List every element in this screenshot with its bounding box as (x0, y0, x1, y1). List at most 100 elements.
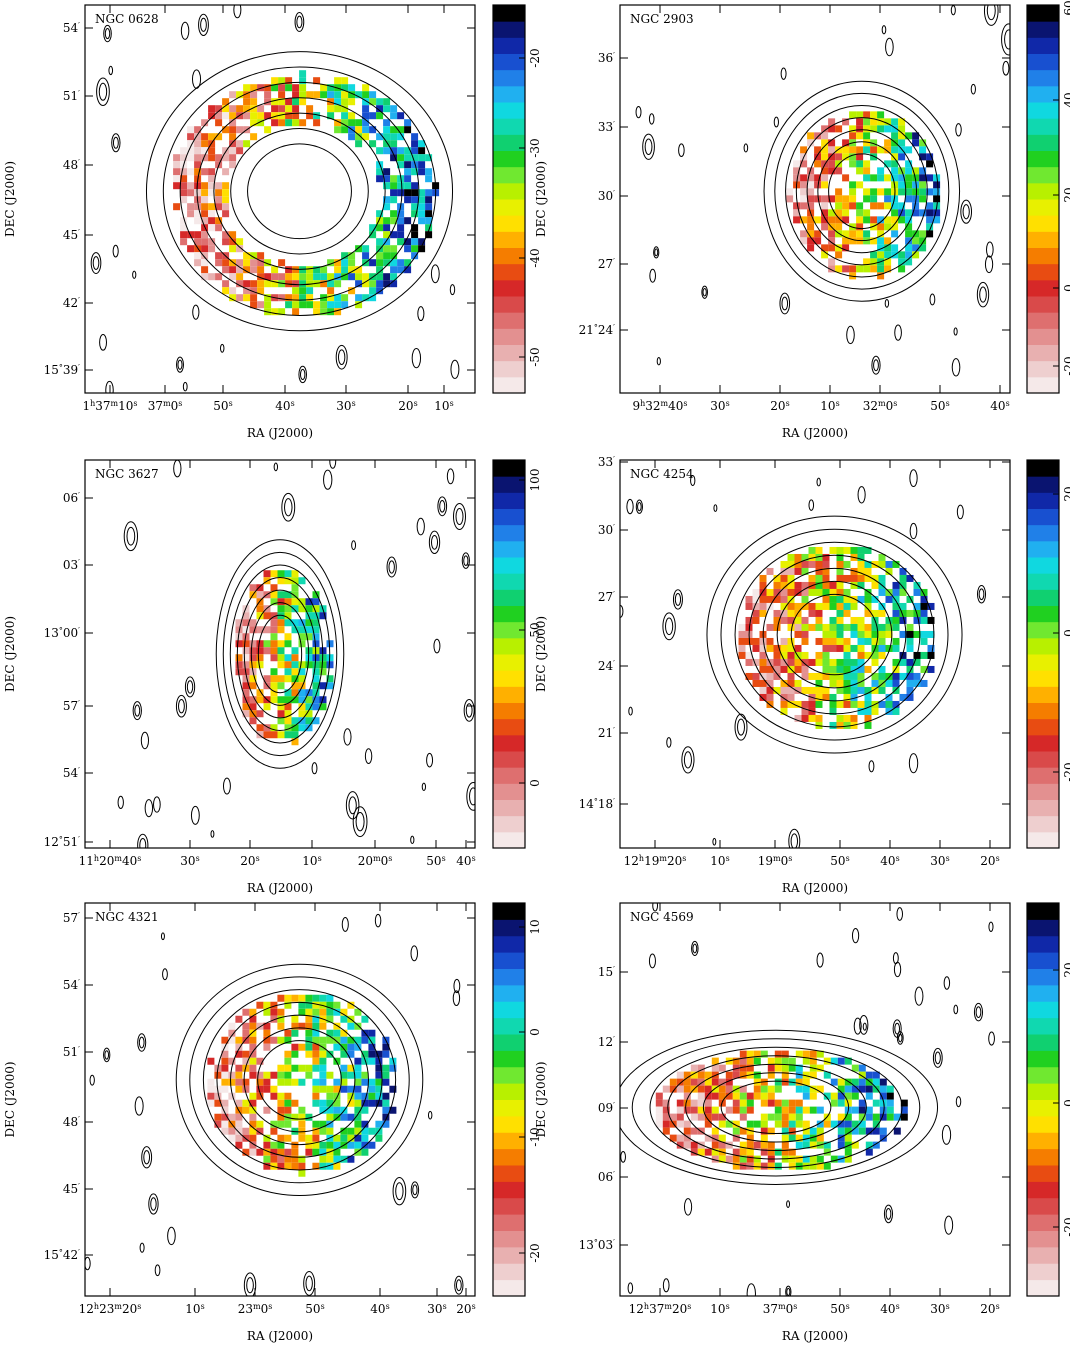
velocity-pixel (291, 689, 299, 697)
velocity-pixel (312, 1085, 320, 1093)
velocity-pixel (872, 1113, 880, 1121)
colorbar-segment (493, 1001, 525, 1019)
velocity-pixel (676, 1071, 684, 1079)
velocity-pixel (844, 1134, 852, 1142)
x-tick-label: 9h32m40s (632, 399, 687, 414)
velocity-pixel (235, 1120, 243, 1128)
velocity-pixel (814, 237, 822, 245)
y-tick-label: 33′ (598, 120, 615, 135)
velocity-pixel (263, 1148, 271, 1156)
velocity-pixel (863, 195, 871, 203)
point-source-contour (143, 1150, 151, 1165)
contour (229, 564, 331, 744)
velocity-pixel (892, 581, 900, 589)
point-source-contour (678, 143, 685, 158)
velocity-pixel (877, 223, 885, 231)
velocity-pixel (270, 640, 278, 648)
velocity-pixel (870, 118, 878, 126)
velocity-pixel (752, 658, 760, 666)
velocity-pixel (704, 1085, 712, 1093)
contour (179, 81, 420, 301)
velocity-pixel (340, 1050, 348, 1058)
colorbar-tick-label: 0 (1062, 629, 1070, 637)
velocity-pixel (277, 1036, 285, 1044)
velocity-pixel (864, 609, 872, 617)
velocity-pixel (291, 598, 299, 606)
velocity-pixel (760, 1099, 768, 1107)
velocity-pixel (270, 689, 278, 697)
velocity-pixel (746, 1127, 754, 1135)
velocity-pixel (787, 679, 795, 687)
velocity-pixel (773, 574, 781, 582)
velocity-pixel (263, 1155, 271, 1163)
colorbar-segment (493, 968, 525, 986)
velocity-pixel (341, 294, 349, 302)
y-tick-label: 14°18′ (579, 797, 616, 812)
velocity-pixel (340, 1064, 348, 1072)
velocity-pixel (808, 609, 816, 617)
velocity-pixel (257, 273, 265, 281)
velocity-pixel (368, 1036, 376, 1044)
velocity-pixel (905, 230, 913, 238)
x-axis-label: RA (J2000) (782, 1329, 848, 1343)
velocity-pixel (264, 91, 272, 99)
velocity-pixel (858, 1078, 866, 1086)
velocity-pixel (766, 595, 774, 603)
point-source-contour (141, 1146, 153, 1169)
velocity-pixel (788, 1120, 796, 1128)
colorbar-segment (493, 215, 525, 232)
velocity-pixel (711, 1057, 719, 1065)
velocity-pixel (201, 217, 209, 225)
velocity-pixel (676, 1141, 684, 1149)
velocity-pixel (704, 1148, 712, 1156)
velocity-pixel (816, 1050, 824, 1058)
velocity-pixel (795, 1106, 803, 1114)
point-source-contour (137, 833, 149, 848)
velocity-pixel (215, 105, 223, 113)
point-source-contour (743, 143, 749, 153)
velocity-pixel (376, 147, 384, 155)
velocity-pixel (801, 602, 809, 610)
velocity-pixel (773, 595, 781, 603)
velocity-pixel (746, 1057, 754, 1065)
point-source-contour (345, 791, 360, 820)
contour (236, 577, 324, 731)
image-area (117, 460, 475, 848)
x-tick-label: 10s (185, 1302, 204, 1317)
x-tick-label: 12h37m20s (629, 1302, 692, 1317)
velocity-pixel (291, 570, 299, 578)
point-source-contour (908, 753, 919, 774)
point-source-contour (896, 1031, 904, 1045)
velocity-pixel (305, 689, 313, 697)
velocity-pixel (312, 1057, 320, 1065)
velocity-pixel (263, 1029, 271, 1037)
velocity-pixel (249, 584, 257, 592)
velocity-pixel (312, 605, 320, 613)
point-source-contour (683, 1198, 693, 1216)
colorbar-segment (1027, 296, 1059, 313)
contour (215, 539, 345, 769)
velocity-pixel (920, 637, 928, 645)
velocity-pixel (865, 1078, 873, 1086)
velocity-pixel (362, 84, 370, 92)
velocity-pixel (298, 1120, 306, 1128)
velocity-pixel (284, 591, 292, 599)
x-tick-label: 30s (336, 399, 355, 414)
velocity-pixel (235, 668, 243, 676)
velocity-pixel (870, 223, 878, 231)
point-source-contour (780, 67, 787, 80)
velocity-pixel (920, 679, 928, 687)
velocity-pixel (312, 1022, 320, 1030)
colorbar-segment (493, 540, 525, 558)
velocity-pixel (828, 209, 836, 217)
point-source-contour (305, 1275, 313, 1292)
velocity-pixel (249, 654, 257, 662)
velocity-pixel (851, 1106, 859, 1114)
velocity-pixel (249, 1120, 257, 1128)
velocity-pixel (800, 216, 808, 224)
colorbar-segment (1027, 263, 1059, 281)
velocity-pixel (305, 598, 313, 606)
velocity-pixel (835, 251, 843, 259)
velocity-pixel (794, 616, 802, 624)
colorbar-segment (493, 1263, 525, 1281)
